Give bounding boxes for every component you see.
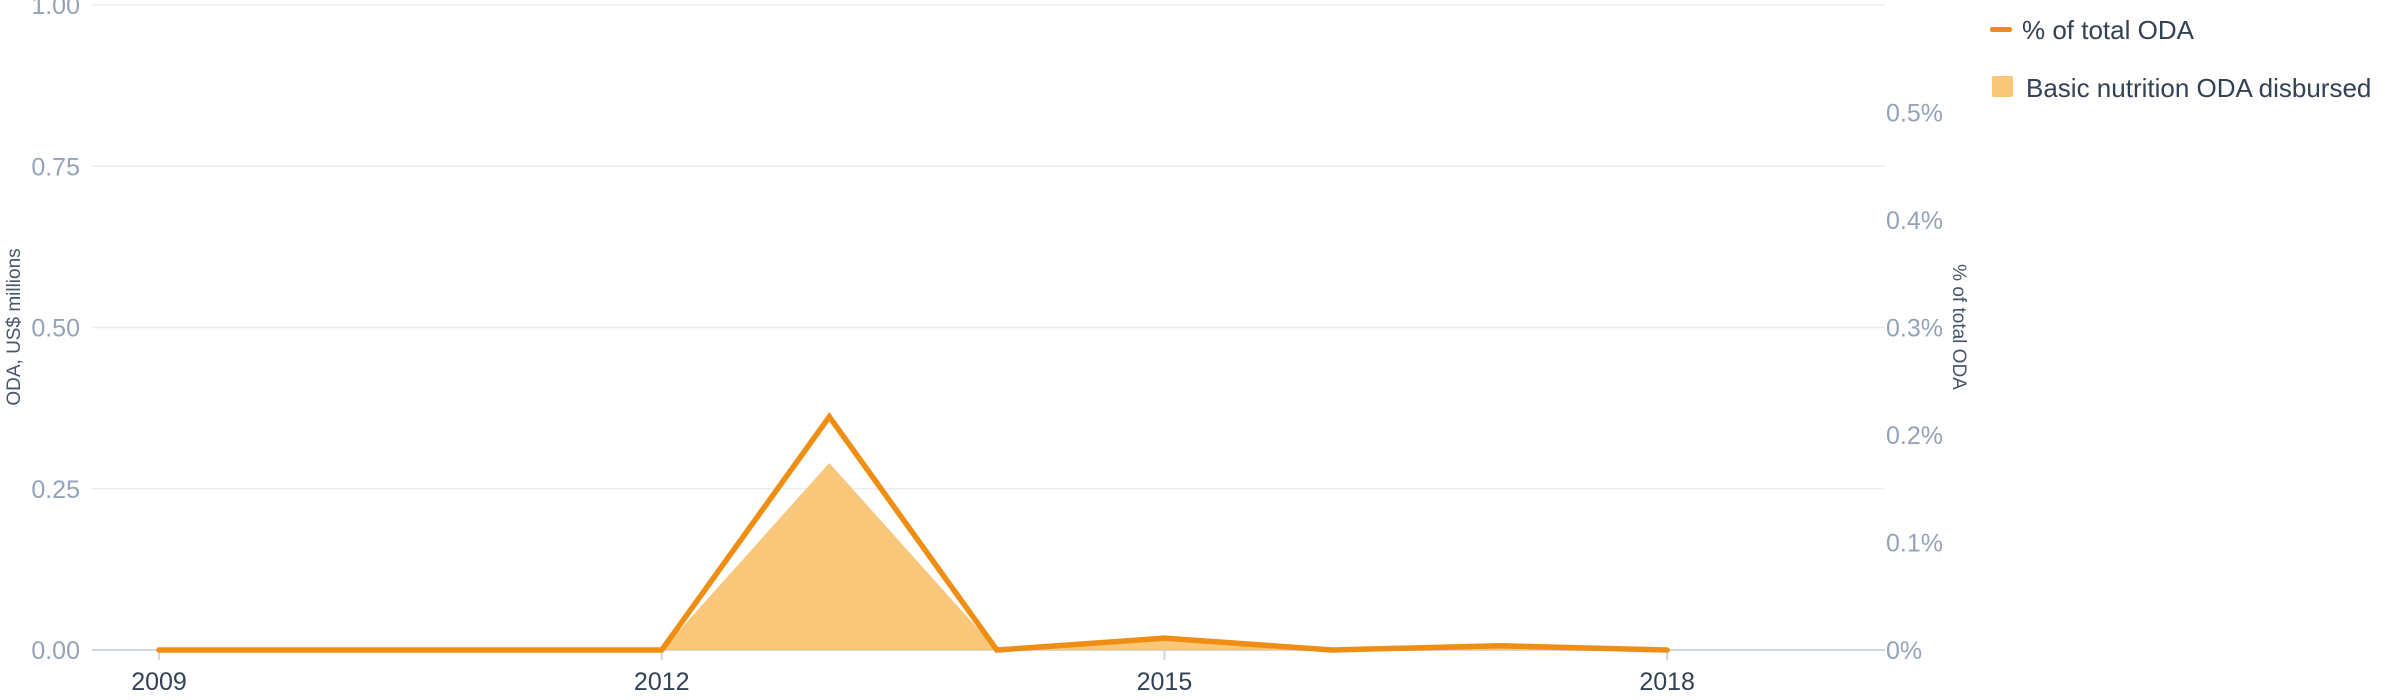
plot-area: [156, 412, 1670, 653]
x-axis-ticks: 2009 2012 2015 2018: [131, 650, 1695, 696]
grid-lines: [92, 4, 1885, 651]
right-tick-label: 0.5%: [1886, 100, 1943, 128]
right-tick-label: 0.3%: [1886, 315, 1943, 343]
left-axis-title: ODA, US$ millions: [4, 248, 25, 405]
x-tick-label: 2018: [1639, 668, 1695, 696]
legend-item-line[interactable]: % of total ODA: [1990, 15, 2195, 45]
x-tick-label: 2009: [131, 668, 187, 696]
line-series-pct-total-oda: [156, 412, 1670, 653]
x-tick-label: 2012: [634, 668, 690, 696]
left-tick-label: 0.00: [31, 637, 80, 665]
right-tick-label: 0.2%: [1886, 422, 1943, 450]
right-tick-label: 0.1%: [1886, 530, 1943, 558]
left-axis-ticks: 0.00 0.25 0.50 0.75 1.00: [31, 0, 80, 665]
legend-area-label: Basic nutrition ODA disbursed: [2026, 73, 2371, 103]
legend-line-label: % of total ODA: [2022, 15, 2195, 45]
left-tick-label: 0.50: [31, 315, 80, 343]
right-tick-label: 0%: [1886, 637, 1922, 665]
legend-item-area[interactable]: Basic nutrition ODA disbursed: [1992, 73, 2371, 103]
legend-line-swatch: [1990, 27, 2012, 32]
area-series-basic-nutrition: [159, 462, 1668, 650]
left-tick-label: 1.00: [31, 0, 80, 20]
left-tick-label: 0.75: [31, 153, 80, 181]
x-tick-label: 2015: [1137, 668, 1193, 696]
legend: % of total ODA Basic nutrition ODA disbu…: [1990, 15, 2371, 103]
legend-area-swatch: [1992, 76, 2013, 97]
left-tick-label: 0.25: [31, 476, 80, 504]
right-axis-ticks: 0% 0.1% 0.2% 0.3% 0.4% 0.5%: [1886, 100, 1943, 666]
right-tick-label: 0.4%: [1886, 207, 1943, 235]
right-axis-title: % of total ODA: [1948, 264, 1969, 390]
